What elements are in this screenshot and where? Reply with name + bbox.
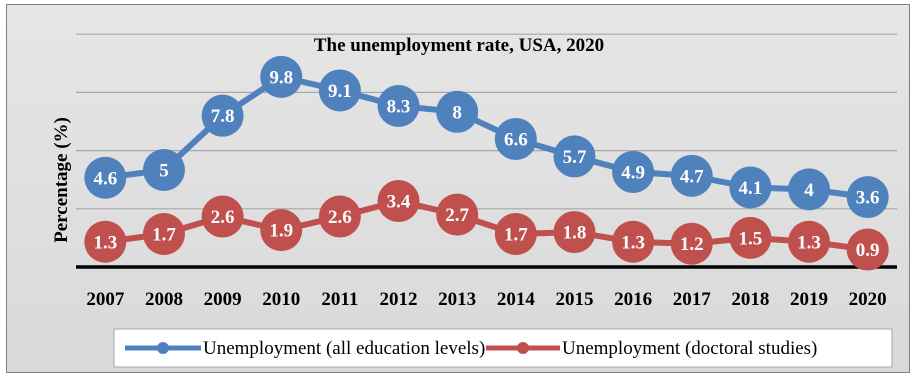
- data-point-2-2013: [436, 193, 479, 236]
- x-tick-label-2011: 2011: [321, 289, 358, 310]
- data-label-2-2009: 2.6: [211, 207, 235, 228]
- data-point-2-2011: [318, 195, 361, 238]
- data-label-1-2018: 4.1: [739, 178, 763, 199]
- data-label-1-2016: 4.9: [621, 162, 645, 183]
- data-point-1-2020: [846, 176, 889, 219]
- data-point-1-2016: [612, 150, 655, 193]
- data-label-1-2013: 8: [452, 102, 462, 123]
- data-point-1-2017: [670, 154, 713, 197]
- data-label-2-2014: 1.7: [504, 225, 528, 246]
- data-label-1-2011: 9.1: [328, 81, 352, 102]
- data-label-1-2017: 4.7: [680, 166, 704, 187]
- x-tick-label-2010: 2010: [262, 289, 300, 310]
- data-label-1-2020: 3.6: [856, 188, 880, 209]
- data-point-2-2012: [377, 180, 420, 223]
- data-point-2-2017: [670, 222, 713, 265]
- data-point-2-2016: [612, 220, 655, 263]
- x-tick-label-2012: 2012: [380, 289, 418, 310]
- y-axis-label: Percentage (%): [51, 117, 72, 243]
- gridlines: [76, 33, 897, 210]
- data-point-1-2007: [84, 156, 127, 199]
- x-tick-label-2007: 2007: [86, 289, 125, 310]
- x-tick-label-2016: 2016: [614, 289, 652, 310]
- data-label-2-2015: 1.8: [563, 223, 587, 244]
- data-point-2-2007: [84, 220, 127, 263]
- legend-item-2: Unemployment (doctoral studies): [486, 338, 817, 359]
- data-point-1-2012: [377, 84, 420, 127]
- data-point-1-2014: [494, 117, 537, 160]
- data-label-2-2011: 2.6: [328, 207, 352, 228]
- series-2: 1.3 1.7 2.6 1.9 2.6 3.4 2.7 1.7 1.8 1.3 1.2 1.5 1.3 0…: [84, 180, 889, 271]
- data-label-2-2013: 2.7: [445, 205, 469, 226]
- data-label-1-2007: 4.6: [93, 168, 117, 189]
- data-label-2-2012: 3.4: [387, 192, 411, 213]
- data-point-2-2020: [846, 228, 889, 271]
- data-label-1-2015: 5.7: [563, 147, 587, 168]
- legend-item-1: Unemployment (all education levels): [125, 338, 485, 359]
- data-point-1-2015: [553, 135, 596, 178]
- data-point-2-2018: [729, 216, 772, 259]
- data-label-2-2017: 1.2: [680, 234, 704, 255]
- legend-label-1: Unemployment (all education levels): [203, 338, 485, 359]
- data-point-1-2011: [318, 69, 361, 112]
- chart-frame: The unemployment rate, USA, 2020 Percent…: [6, 4, 910, 373]
- data-point-2-2019: [788, 220, 831, 263]
- series-layer: 4.6 57.89.89.18.3 86.65.74.9 4.74.1 4 3.61.3 1…: [84, 55, 889, 271]
- data-label-1-2012: 8.3: [387, 96, 411, 117]
- data-label-2-2008: 1.7: [152, 225, 176, 246]
- data-point-2-2014: [494, 213, 537, 256]
- x-tick-label-2014: 2014: [497, 289, 536, 310]
- data-point-1-2010: [260, 55, 303, 98]
- series-1: 4.6 5 7.8 9.8 9.1 8.3 8 6.6 5.7 4.9 4.7 4.1 4 3.6: [84, 55, 889, 219]
- x-tick-label-2008: 2008: [145, 289, 183, 310]
- x-axis: 2007 2008 2009 2010 2011 2012 2013 2014 2015 2016…: [76, 265, 897, 310]
- data-label-1-2009: 7.8: [211, 106, 235, 127]
- x-tick-label-2009: 2009: [204, 289, 242, 310]
- legend-label-2: Unemployment (doctoral studies): [562, 338, 817, 359]
- legend-swatch-marker-2: [517, 342, 529, 354]
- data-label-1-2019: 4: [804, 180, 814, 201]
- data-label-2-2010: 1.9: [269, 221, 293, 242]
- data-point-1-2008: [142, 149, 185, 191]
- data-point-2-2015: [553, 211, 596, 254]
- x-tick-label-2017: 2017: [673, 289, 712, 310]
- x-tick-label-2013: 2013: [438, 289, 476, 310]
- legend-swatch-marker-1: [157, 342, 169, 354]
- data-point-1-2018: [729, 166, 772, 209]
- x-tick-label-2020: 2020: [849, 289, 887, 310]
- data-label-1-2010: 9.8: [269, 67, 293, 88]
- data-label-1-2008: 5: [159, 161, 169, 182]
- x-tick-label-2015: 2015: [555, 289, 593, 310]
- chart-title: The unemployment rate, USA, 2020: [314, 35, 604, 56]
- data-point-2-2008: [142, 213, 185, 256]
- data-point-1-2013: [436, 90, 479, 133]
- legend: Unemployment (all education levels) Unemp…: [113, 328, 893, 368]
- data-point-1-2009: [201, 94, 244, 137]
- data-point-1-2019: [788, 168, 831, 211]
- data-label-2-2016: 1.3: [621, 232, 645, 253]
- x-tick-label-2018: 2018: [731, 289, 769, 310]
- data-label-2-2020: 0.9: [856, 240, 880, 261]
- data-point-2-2009: [201, 195, 244, 238]
- data-label-2-2019: 1.3: [797, 232, 821, 253]
- line-chart: The unemployment rate, USA, 2020 Percent…: [51, 33, 897, 368]
- data-point-2-2010: [260, 209, 303, 252]
- data-label-2-2007: 1.3: [93, 232, 117, 253]
- data-label-1-2014: 6.6: [504, 129, 528, 150]
- x-tick-label-2019: 2019: [790, 289, 828, 310]
- data-label-2-2018: 1.5: [739, 228, 763, 249]
